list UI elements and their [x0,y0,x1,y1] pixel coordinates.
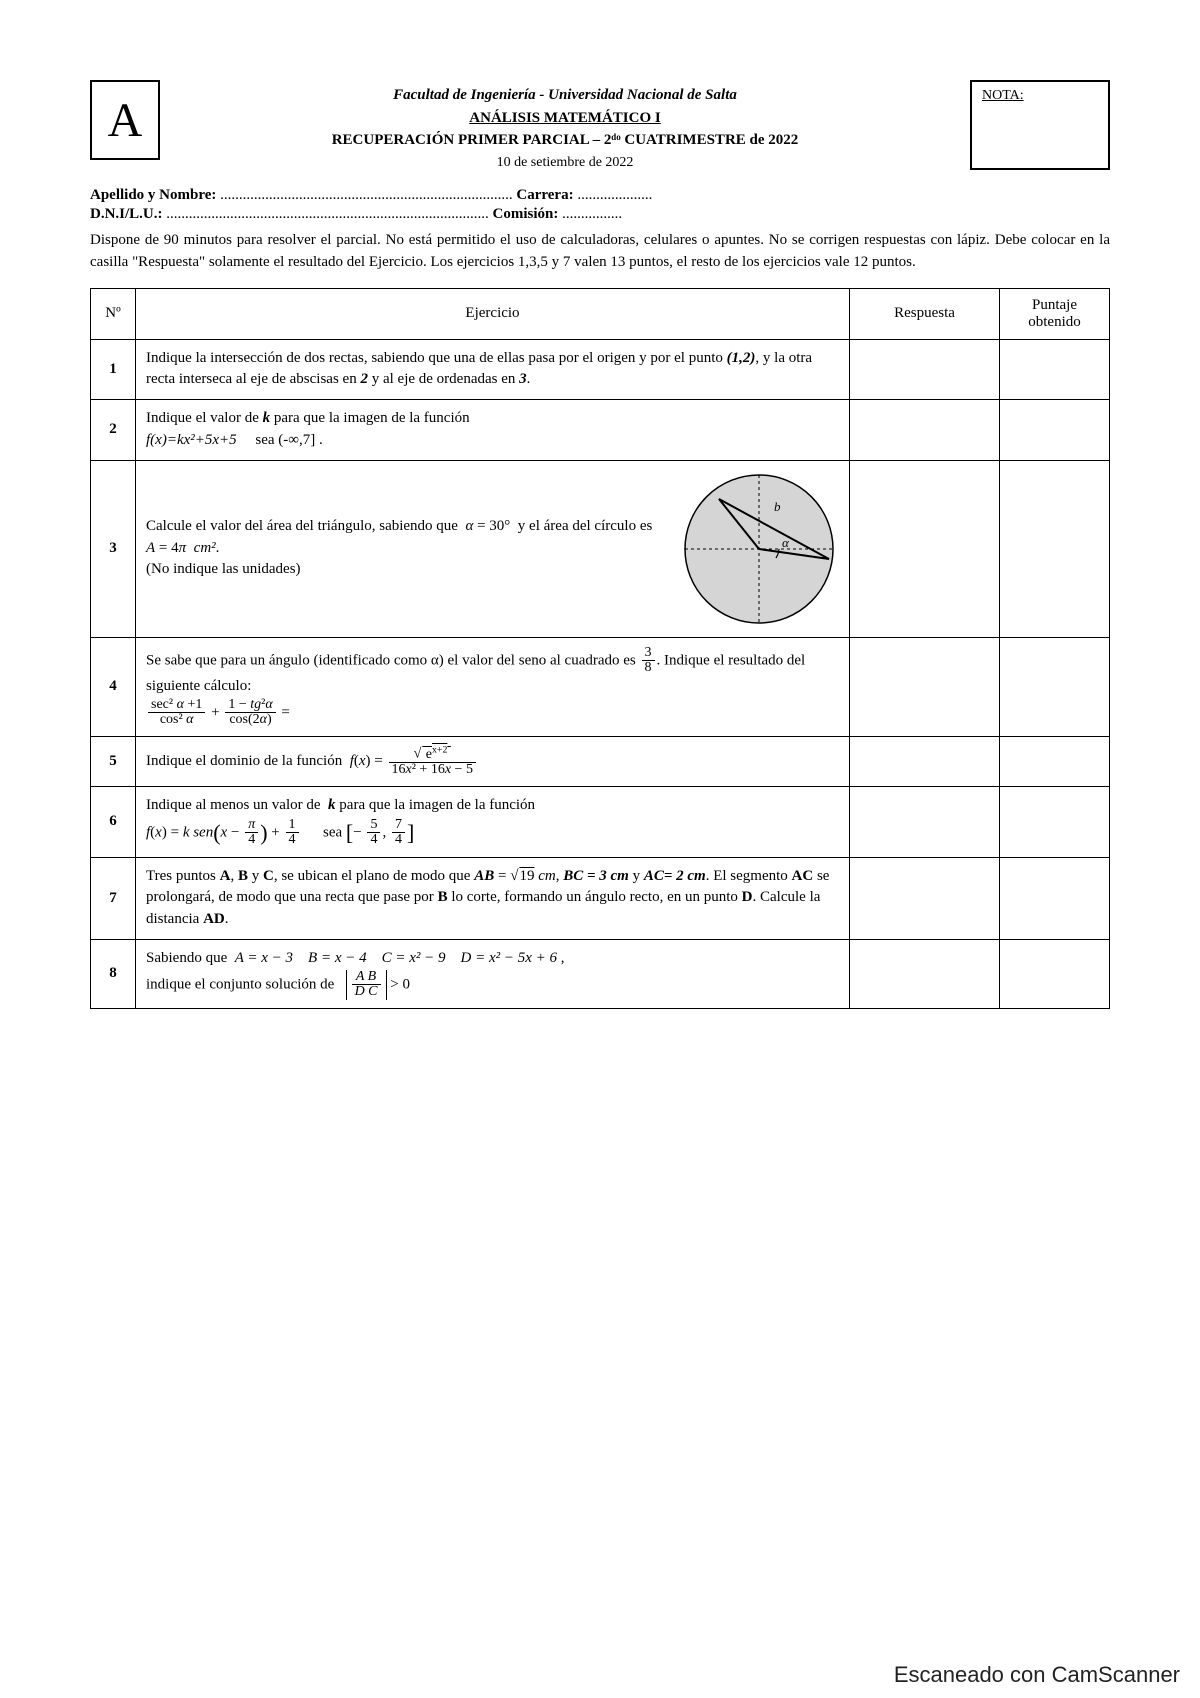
row-number: 1 [91,339,136,400]
answer-cell [850,939,1000,1008]
exam-line: RECUPERACIÓN PRIMER PARCIAL – 2ᵈᵒ CUATRI… [180,129,950,152]
scanner-watermark: Escaneado con CamScanner [894,1662,1180,1688]
answer-cell [850,857,1000,939]
svg-text:α: α [782,535,790,550]
score-cell [1000,460,1110,637]
score-cell [1000,637,1110,737]
name-label: Apellido y Nombre: [90,187,216,203]
exercise-cell: Indique la intersección de dos rectas, s… [136,339,850,400]
table-row: 5Indique el dominio de la función f(x) =… [91,737,1110,787]
exercise-cell: Tres puntos A, B y C, se ubican el plano… [136,857,850,939]
grade-box: NOTA: [970,80,1110,170]
score-cell [1000,737,1110,787]
comision-label: Comisión: [493,206,559,222]
answer-cell [850,339,1000,400]
table-row: 1Indique la intersección de dos rectas, … [91,339,1110,400]
col-score: Puntaje obtenido [1000,288,1110,339]
exercise-cell: Indique al menos un valor de k para que … [136,787,850,858]
table-row: 4Se sabe que para un ángulo (identificad… [91,637,1110,737]
col-exercise: Ejercicio [136,288,850,339]
score-cell [1000,339,1110,400]
answer-cell [850,400,1000,461]
table-row: 7Tres puntos A, B y C, se ubican el plan… [91,857,1110,939]
answer-cell [850,460,1000,637]
table-row: 8Sabiendo que A = x − 3 B = x − 4 C = x²… [91,939,1110,1008]
table-row: 3Calcule el valor del área del triángulo… [91,460,1110,637]
exam-variant-box: A [90,80,160,160]
row-number: 6 [91,787,136,858]
exercise-cell: Indique el valor de k para que la imagen… [136,400,850,461]
header: A Facultad de Ingeniería - Universidad N… [90,80,1110,173]
table-row: 6Indique al menos un valor de k para que… [91,787,1110,858]
col-answer: Respuesta [850,288,1000,339]
answer-cell [850,637,1000,737]
title-block: Facultad de Ingeniería - Universidad Nac… [180,80,950,173]
course-line: ANÁLISIS MATEMÁTICO I [180,107,950,130]
row-number: 3 [91,460,136,637]
row-number: 7 [91,857,136,939]
answer-cell [850,787,1000,858]
row-number: 8 [91,939,136,1008]
career-label: Carrera: [516,187,573,203]
score-cell [1000,787,1110,858]
svg-text:b: b [774,499,781,514]
score-cell [1000,857,1110,939]
name-dots: ........................................… [220,187,513,203]
exam-table: Nº Ejercicio Respuesta Puntaje obtenido … [90,288,1110,1010]
exercise-cell: Calcule el valor del área del triángulo,… [136,460,850,637]
col-number: Nº [91,288,136,339]
exercise-cell: Sabiendo que A = x − 3 B = x − 4 C = x² … [136,939,850,1008]
date-line: 10 de setiembre de 2022 [180,152,950,173]
exercise-cell: Se sabe que para un ángulo (identificado… [136,637,850,737]
row-number: 4 [91,637,136,737]
grade-label: NOTA: [982,88,1024,103]
score-cell [1000,400,1110,461]
exam-variant-letter: A [108,93,143,148]
score-cell [1000,939,1110,1008]
exercise-cell: Indique el dominio de la función f(x) = … [136,737,850,787]
comision-dots: ................ [562,206,622,222]
student-info: Apellido y Nombre: .....................… [90,187,1110,223]
table-row: 2Indique el valor de k para que la image… [91,400,1110,461]
instructions: Dispone de 90 minutos para resolver el p… [90,229,1110,274]
row-number: 2 [91,400,136,461]
answer-cell [850,737,1000,787]
row-number: 5 [91,737,136,787]
dni-label: D.N.I/L.U.: [90,206,163,222]
career-dots: .................... [577,187,652,203]
faculty-line: Facultad de Ingeniería - Universidad Nac… [180,84,950,107]
table-header-row: Nº Ejercicio Respuesta Puntaje obtenido [91,288,1110,339]
dni-dots: ........................................… [166,206,489,222]
